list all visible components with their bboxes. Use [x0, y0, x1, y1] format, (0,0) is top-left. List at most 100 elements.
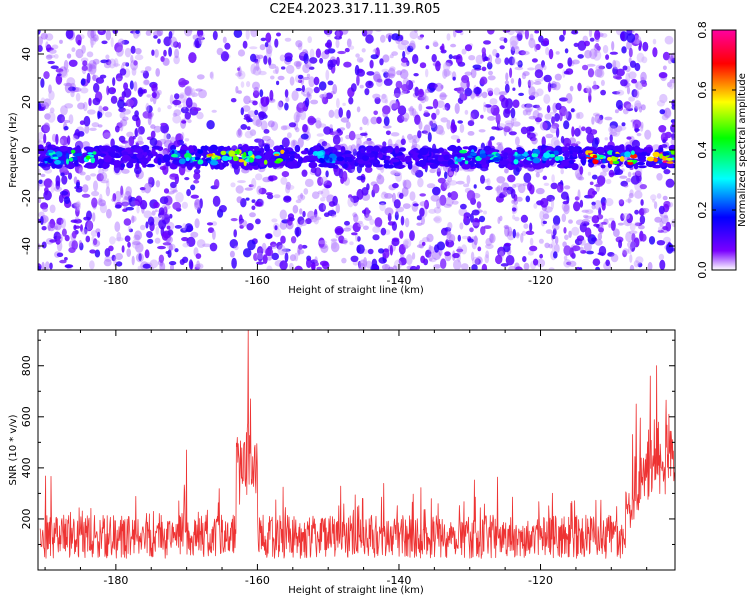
heatmap-blob [123, 218, 132, 226]
heatmap-blob [425, 249, 432, 258]
heatmap-blob [518, 50, 526, 56]
heatmap-blob [491, 126, 497, 130]
band-highlight [543, 152, 551, 159]
heatmap-blob [380, 34, 386, 43]
heatmap-blob [467, 131, 475, 136]
heatmap-blob [568, 230, 572, 238]
heatmap-blob [334, 35, 342, 40]
heatmap-blob [576, 111, 584, 120]
heatmap-blob [577, 82, 582, 92]
snr-frame [37, 329, 676, 571]
heatmap-blob [418, 103, 423, 112]
heatmap-blob [591, 174, 598, 180]
heatmap-blob [419, 207, 425, 217]
heatmap-blob [502, 189, 511, 196]
heatmap-blob [294, 252, 299, 262]
heatmap-blob [548, 243, 553, 249]
heatmap-blob [538, 35, 544, 43]
heatmap-blob [40, 32, 48, 40]
heatmap-blob [336, 56, 340, 67]
heatmap-blob [591, 204, 596, 210]
heatmap-blob [356, 175, 366, 181]
heatmap-blob [663, 169, 671, 175]
heatmap-blob [206, 120, 215, 130]
band-highlight [228, 150, 235, 157]
heatmap-blob [323, 126, 332, 135]
heatmap-blob [574, 196, 580, 201]
heatmap-blob [162, 148, 170, 156]
heatmap-blob [157, 107, 161, 113]
x-tick-label: -180 [103, 274, 128, 287]
heatmap-blob [416, 222, 423, 226]
heatmap-blob [137, 87, 144, 97]
band-highlight [197, 149, 204, 154]
heatmap-blob [598, 65, 605, 70]
heatmap-blob [413, 73, 419, 77]
heatmap-blob [124, 47, 132, 58]
heatmap-blob [248, 184, 254, 188]
heatmap-blob [382, 125, 392, 129]
heatmap-blob [186, 236, 196, 247]
heatmap-blob [411, 108, 417, 117]
heatmap-blob [308, 93, 312, 100]
heatmap-blob [90, 173, 97, 177]
band-blob [188, 162, 197, 167]
heatmap-blob [400, 215, 405, 226]
band-blob [181, 164, 186, 169]
heatmap-blob [251, 199, 256, 204]
heatmap-blob [246, 126, 251, 131]
band-blob [344, 153, 354, 158]
heatmap-blob [45, 261, 50, 270]
heatmap-blob [366, 138, 372, 142]
heatmap-blob [421, 241, 426, 246]
heatmap-blob [99, 74, 107, 79]
heatmap-blob [273, 228, 282, 238]
heatmap-blob [533, 203, 538, 209]
band-blob [67, 147, 72, 154]
band-blob [135, 162, 140, 170]
heatmap-blob [504, 226, 510, 237]
heatmap-blob [190, 194, 199, 199]
heatmap-blob [385, 130, 391, 136]
heatmap-blob [89, 127, 97, 131]
heatmap-blob [549, 125, 557, 134]
heatmap-blob [548, 267, 555, 270]
heatmap-blob [350, 195, 360, 203]
band-highlight [274, 153, 280, 156]
heatmap-blob [389, 99, 399, 110]
heatmap-blob [610, 253, 619, 263]
heatmap-blob [281, 66, 286, 70]
heatmap-blob [542, 38, 550, 46]
heatmap-blob [63, 59, 69, 71]
heatmap-blob [628, 47, 633, 58]
heatmap-blob [639, 215, 646, 225]
heatmap-blob [327, 210, 337, 217]
heatmap-blob [38, 36, 43, 46]
heatmap-blob [555, 127, 560, 138]
heatmap-blob [318, 81, 327, 91]
heatmap-blob [314, 256, 318, 265]
heatmap-blob [64, 257, 68, 261]
heatmap-blob [284, 37, 292, 42]
heatmap-blob [510, 46, 516, 55]
heatmap-blob [377, 173, 382, 180]
heatmap-blob [330, 91, 335, 95]
heatmap-blob [90, 230, 98, 237]
heatmap-blob [630, 241, 636, 252]
heatmap-blob [464, 87, 473, 97]
heatmap-blob [426, 233, 434, 243]
heatmap-blob [283, 196, 292, 202]
heatmap-blob [611, 128, 621, 137]
band-blob [120, 163, 126, 168]
heatmap-blob [88, 64, 97, 75]
heatmap-blob [356, 244, 365, 255]
heatmap-blob [287, 132, 292, 139]
heatmap-blob [622, 248, 630, 255]
heatmap-blob [361, 187, 369, 196]
heatmap-blob [393, 93, 401, 98]
heatmap-blob [297, 245, 301, 256]
heatmap-blob [249, 46, 258, 50]
heatmap-blob [543, 74, 552, 83]
heatmap-blob [92, 74, 97, 81]
band-blob [76, 146, 81, 153]
